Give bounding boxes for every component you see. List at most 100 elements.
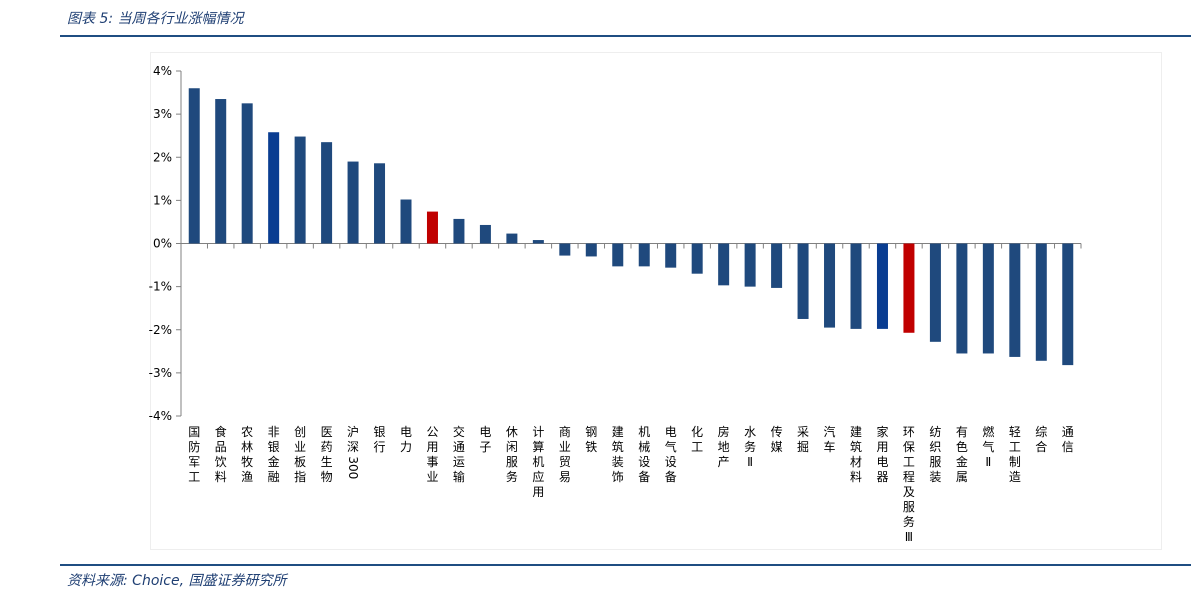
- svg-text:易: 易: [559, 470, 571, 484]
- svg-text:军: 军: [188, 455, 200, 469]
- svg-text:融: 融: [268, 470, 280, 484]
- bar: [532, 240, 544, 244]
- category-label: 汽车: [824, 424, 836, 454]
- svg-text:有: 有: [956, 425, 968, 439]
- y-tick-label: -1%: [149, 280, 172, 294]
- y-tick-label: -2%: [149, 323, 172, 337]
- bar: [400, 199, 412, 244]
- svg-text:传: 传: [771, 424, 783, 439]
- svg-text:工: 工: [188, 470, 200, 484]
- svg-text:建: 建: [850, 425, 862, 439]
- svg-text:用: 用: [532, 485, 544, 499]
- svg-text:品: 品: [215, 440, 227, 454]
- svg-text:采: 采: [797, 425, 809, 439]
- svg-text:用: 用: [876, 440, 888, 454]
- bar: [771, 243, 783, 288]
- bar: [691, 243, 703, 274]
- svg-text:工: 工: [903, 455, 915, 469]
- svg-text:Ⅱ: Ⅱ: [747, 455, 753, 469]
- svg-text:综: 综: [1035, 425, 1047, 439]
- svg-text:运: 运: [453, 455, 465, 469]
- svg-text:食: 食: [215, 424, 227, 439]
- bars-group: [188, 88, 1074, 366]
- bar: [797, 243, 809, 319]
- svg-text:林: 林: [241, 440, 253, 454]
- y-tick-label: -4%: [149, 409, 172, 423]
- svg-text:制: 制: [1009, 455, 1021, 469]
- svg-text:建: 建: [612, 425, 624, 439]
- bar: [903, 243, 915, 333]
- svg-text:牧: 牧: [241, 455, 253, 469]
- y-tick-label: 1%: [153, 193, 172, 207]
- svg-text:应: 应: [532, 469, 544, 484]
- svg-text:筑: 筑: [850, 439, 862, 454]
- svg-text:设: 设: [665, 455, 677, 469]
- category-label: 通信: [1062, 425, 1074, 454]
- bar: [479, 224, 491, 244]
- category-label: 采掘: [797, 425, 809, 454]
- svg-text:电: 电: [400, 425, 412, 439]
- svg-text:料: 料: [215, 470, 227, 484]
- bar: [956, 243, 968, 354]
- svg-text:业: 业: [559, 440, 571, 454]
- category-label: 银行: [374, 425, 386, 454]
- svg-text:算: 算: [532, 439, 544, 454]
- svg-text:Ⅲ: Ⅲ: [905, 530, 913, 544]
- bar: [585, 243, 597, 257]
- category-label: 房地产: [718, 424, 730, 469]
- bar: [374, 163, 386, 244]
- bar: [215, 99, 227, 244]
- svg-text:化: 化: [691, 425, 703, 439]
- svg-text:燃: 燃: [982, 424, 994, 439]
- bar: [1062, 243, 1074, 366]
- svg-text:服: 服: [506, 455, 518, 469]
- y-tick-label: 4%: [153, 64, 172, 78]
- svg-text:程: 程: [903, 469, 915, 484]
- svg-text:备: 备: [665, 470, 677, 484]
- svg-text:属: 属: [956, 470, 968, 484]
- svg-text:非: 非: [268, 425, 280, 439]
- y-tick-label: 0%: [153, 237, 172, 251]
- category-labels-group: 国防军工食品饮料农林牧渔非银金融创业板指医药生物沪深300银行电力公用事业交通运…: [188, 424, 1074, 544]
- svg-text:闲: 闲: [506, 440, 518, 454]
- bar: [453, 218, 465, 244]
- svg-text:药: 药: [321, 440, 333, 454]
- figure-title: 图表 5: 当周各行业涨幅情况: [67, 11, 244, 27]
- svg-text:防: 防: [188, 439, 200, 454]
- y-tick-label: -3%: [149, 366, 172, 380]
- bar: [929, 243, 941, 342]
- svg-text:械: 械: [638, 439, 650, 454]
- bottom-divider: [60, 564, 1191, 566]
- bar: [612, 243, 624, 267]
- svg-text:公: 公: [426, 425, 438, 439]
- category-label: 电力: [400, 425, 412, 454]
- bar: [665, 243, 677, 268]
- svg-text:金: 金: [268, 454, 280, 469]
- svg-text:机: 机: [638, 425, 650, 439]
- bar: [638, 243, 650, 267]
- source-note: 资料来源: Choice, 国盛证券研究所: [67, 573, 287, 589]
- svg-text:饰: 饰: [612, 470, 624, 484]
- svg-text:织: 织: [929, 440, 941, 454]
- svg-text:电: 电: [876, 455, 888, 469]
- svg-text:色: 色: [956, 440, 968, 454]
- svg-text:工: 工: [691, 440, 703, 454]
- svg-text:机: 机: [532, 455, 544, 469]
- svg-text:信: 信: [1062, 440, 1074, 454]
- svg-text:气: 气: [665, 439, 677, 454]
- svg-text:创: 创: [294, 425, 306, 439]
- bar: [188, 88, 200, 244]
